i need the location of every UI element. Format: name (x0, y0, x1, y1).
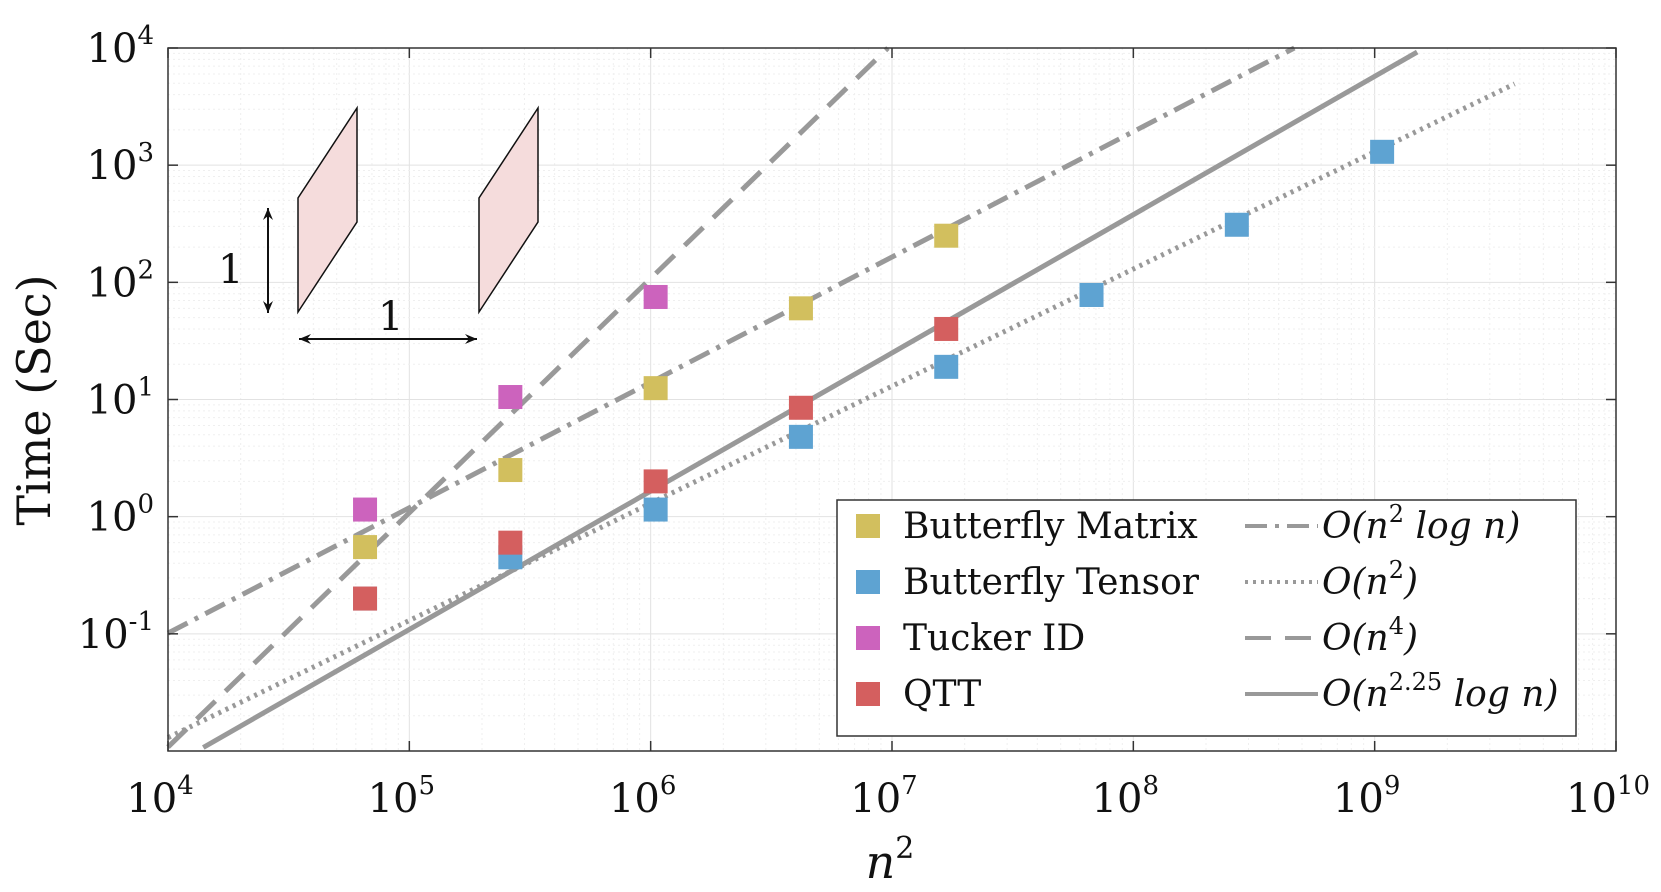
marker-butterfly-tensor (643, 497, 668, 522)
legend-line-label-dotted: O(n2) (1322, 556, 1418, 603)
marker-butterfly-matrix (643, 376, 668, 401)
marker-qtt (498, 530, 523, 555)
marker-qtt (353, 586, 378, 611)
marker-qtt (643, 469, 668, 494)
y-tick-label: 103 (87, 138, 154, 189)
legend-marker-tucker-id (856, 626, 880, 650)
x-tick-label: 107 (850, 771, 917, 822)
marker-tucker-id (498, 385, 523, 410)
axis-ticks: 104 105 106 107 108 109 1010 10-1 100 101 102 103 10… (78, 21, 1650, 822)
legend-label-qtt: QTT (903, 674, 981, 715)
x-tick-label: 104 (126, 771, 193, 822)
legend-marker-butterfly-matrix (856, 514, 880, 538)
legend-marker-butterfly-tensor (856, 570, 880, 594)
marker-qtt (788, 395, 813, 420)
marker-tucker-id (643, 284, 668, 309)
legend-label-butterfly-tensor: Butterfly Tensor (903, 562, 1200, 603)
marker-butterfly-matrix (934, 223, 959, 248)
y-tick-label: 102 (87, 255, 154, 306)
y-axis-title: Time (Sec) (7, 274, 61, 525)
inset-left-panel (297, 105, 358, 315)
x-tick-label: 106 (609, 771, 676, 822)
inset-horizontal-label: 1 (378, 294, 403, 340)
marker-butterfly-tensor (1079, 282, 1104, 307)
inset-diagram: 1 1 (218, 105, 539, 344)
marker-butterfly-matrix (788, 296, 813, 321)
y-tick-label: 100 (87, 490, 154, 541)
legend-label-butterfly-matrix: Butterfly Matrix (903, 506, 1198, 547)
reference-line-dashed (166, 46, 890, 749)
marker-butterfly-tensor (788, 424, 813, 449)
marker-butterfly-tensor (1224, 212, 1249, 237)
marker-butterfly-matrix (353, 535, 378, 560)
x-tick-label: 105 (368, 771, 435, 822)
legend-line-label-dashdot: O(n2 log n) (1322, 500, 1520, 547)
marker-butterfly-tensor (1370, 139, 1395, 164)
legend-label-tucker-id: Tucker ID (903, 618, 1085, 659)
marker-butterfly-matrix (498, 458, 523, 483)
x-tick-label: 109 (1333, 771, 1400, 822)
x-axis-title: n2 (866, 831, 915, 889)
inset-vertical-label: 1 (218, 247, 243, 293)
x-tick-label: 108 (1092, 771, 1159, 822)
legend-line-label-solid: O(n2.25 log n) (1322, 668, 1559, 715)
y-tick-label: 104 (87, 21, 154, 72)
legend-marker-qtt (856, 682, 880, 706)
y-tick-label: 101 (87, 373, 154, 424)
legend: Butterfly Matrix Butterfly Tensor Tucker I… (836, 499, 1577, 737)
marker-qtt (934, 316, 959, 341)
y-tick-label: 10-1 (78, 607, 154, 658)
legend-line-label-dashed: O(n4) (1322, 612, 1418, 659)
marker-butterfly-tensor (934, 354, 959, 379)
reference-line-dotted (166, 81, 1516, 740)
marker-tucker-id (353, 497, 378, 522)
x-tick-label: 1010 (1566, 771, 1650, 822)
legend-box (836, 499, 1577, 737)
data-points (353, 139, 1395, 611)
inset-right-panel (478, 105, 539, 315)
